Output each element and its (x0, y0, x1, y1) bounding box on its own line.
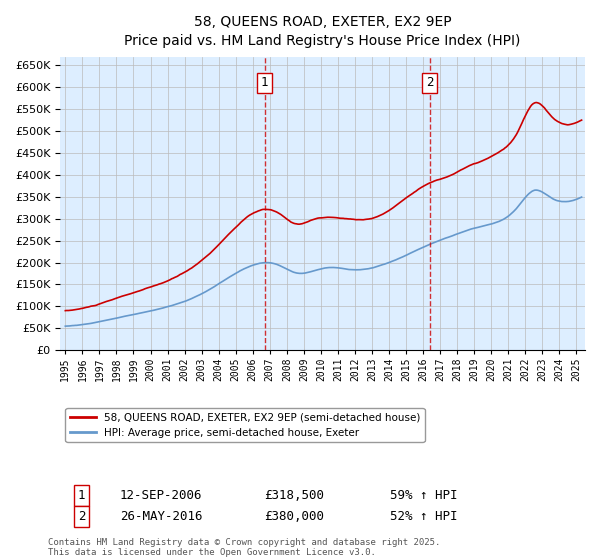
Text: Contains HM Land Registry data © Crown copyright and database right 2025.
This d: Contains HM Land Registry data © Crown c… (48, 538, 440, 557)
Text: 26-MAY-2016: 26-MAY-2016 (120, 510, 203, 523)
Text: 59% ↑ HPI: 59% ↑ HPI (390, 489, 458, 502)
Text: 1: 1 (78, 489, 86, 502)
Text: 2: 2 (426, 76, 434, 90)
Text: £318,500: £318,500 (264, 489, 324, 502)
Text: 1: 1 (261, 76, 268, 90)
Text: 2: 2 (78, 510, 86, 523)
Text: 12-SEP-2006: 12-SEP-2006 (120, 489, 203, 502)
Legend: 58, QUEENS ROAD, EXETER, EX2 9EP (semi-detached house), HPI: Average price, semi: 58, QUEENS ROAD, EXETER, EX2 9EP (semi-d… (65, 408, 425, 442)
Text: 52% ↑ HPI: 52% ↑ HPI (390, 510, 458, 523)
Title: 58, QUEENS ROAD, EXETER, EX2 9EP
Price paid vs. HM Land Registry's House Price I: 58, QUEENS ROAD, EXETER, EX2 9EP Price p… (124, 15, 521, 49)
Text: £380,000: £380,000 (264, 510, 324, 523)
